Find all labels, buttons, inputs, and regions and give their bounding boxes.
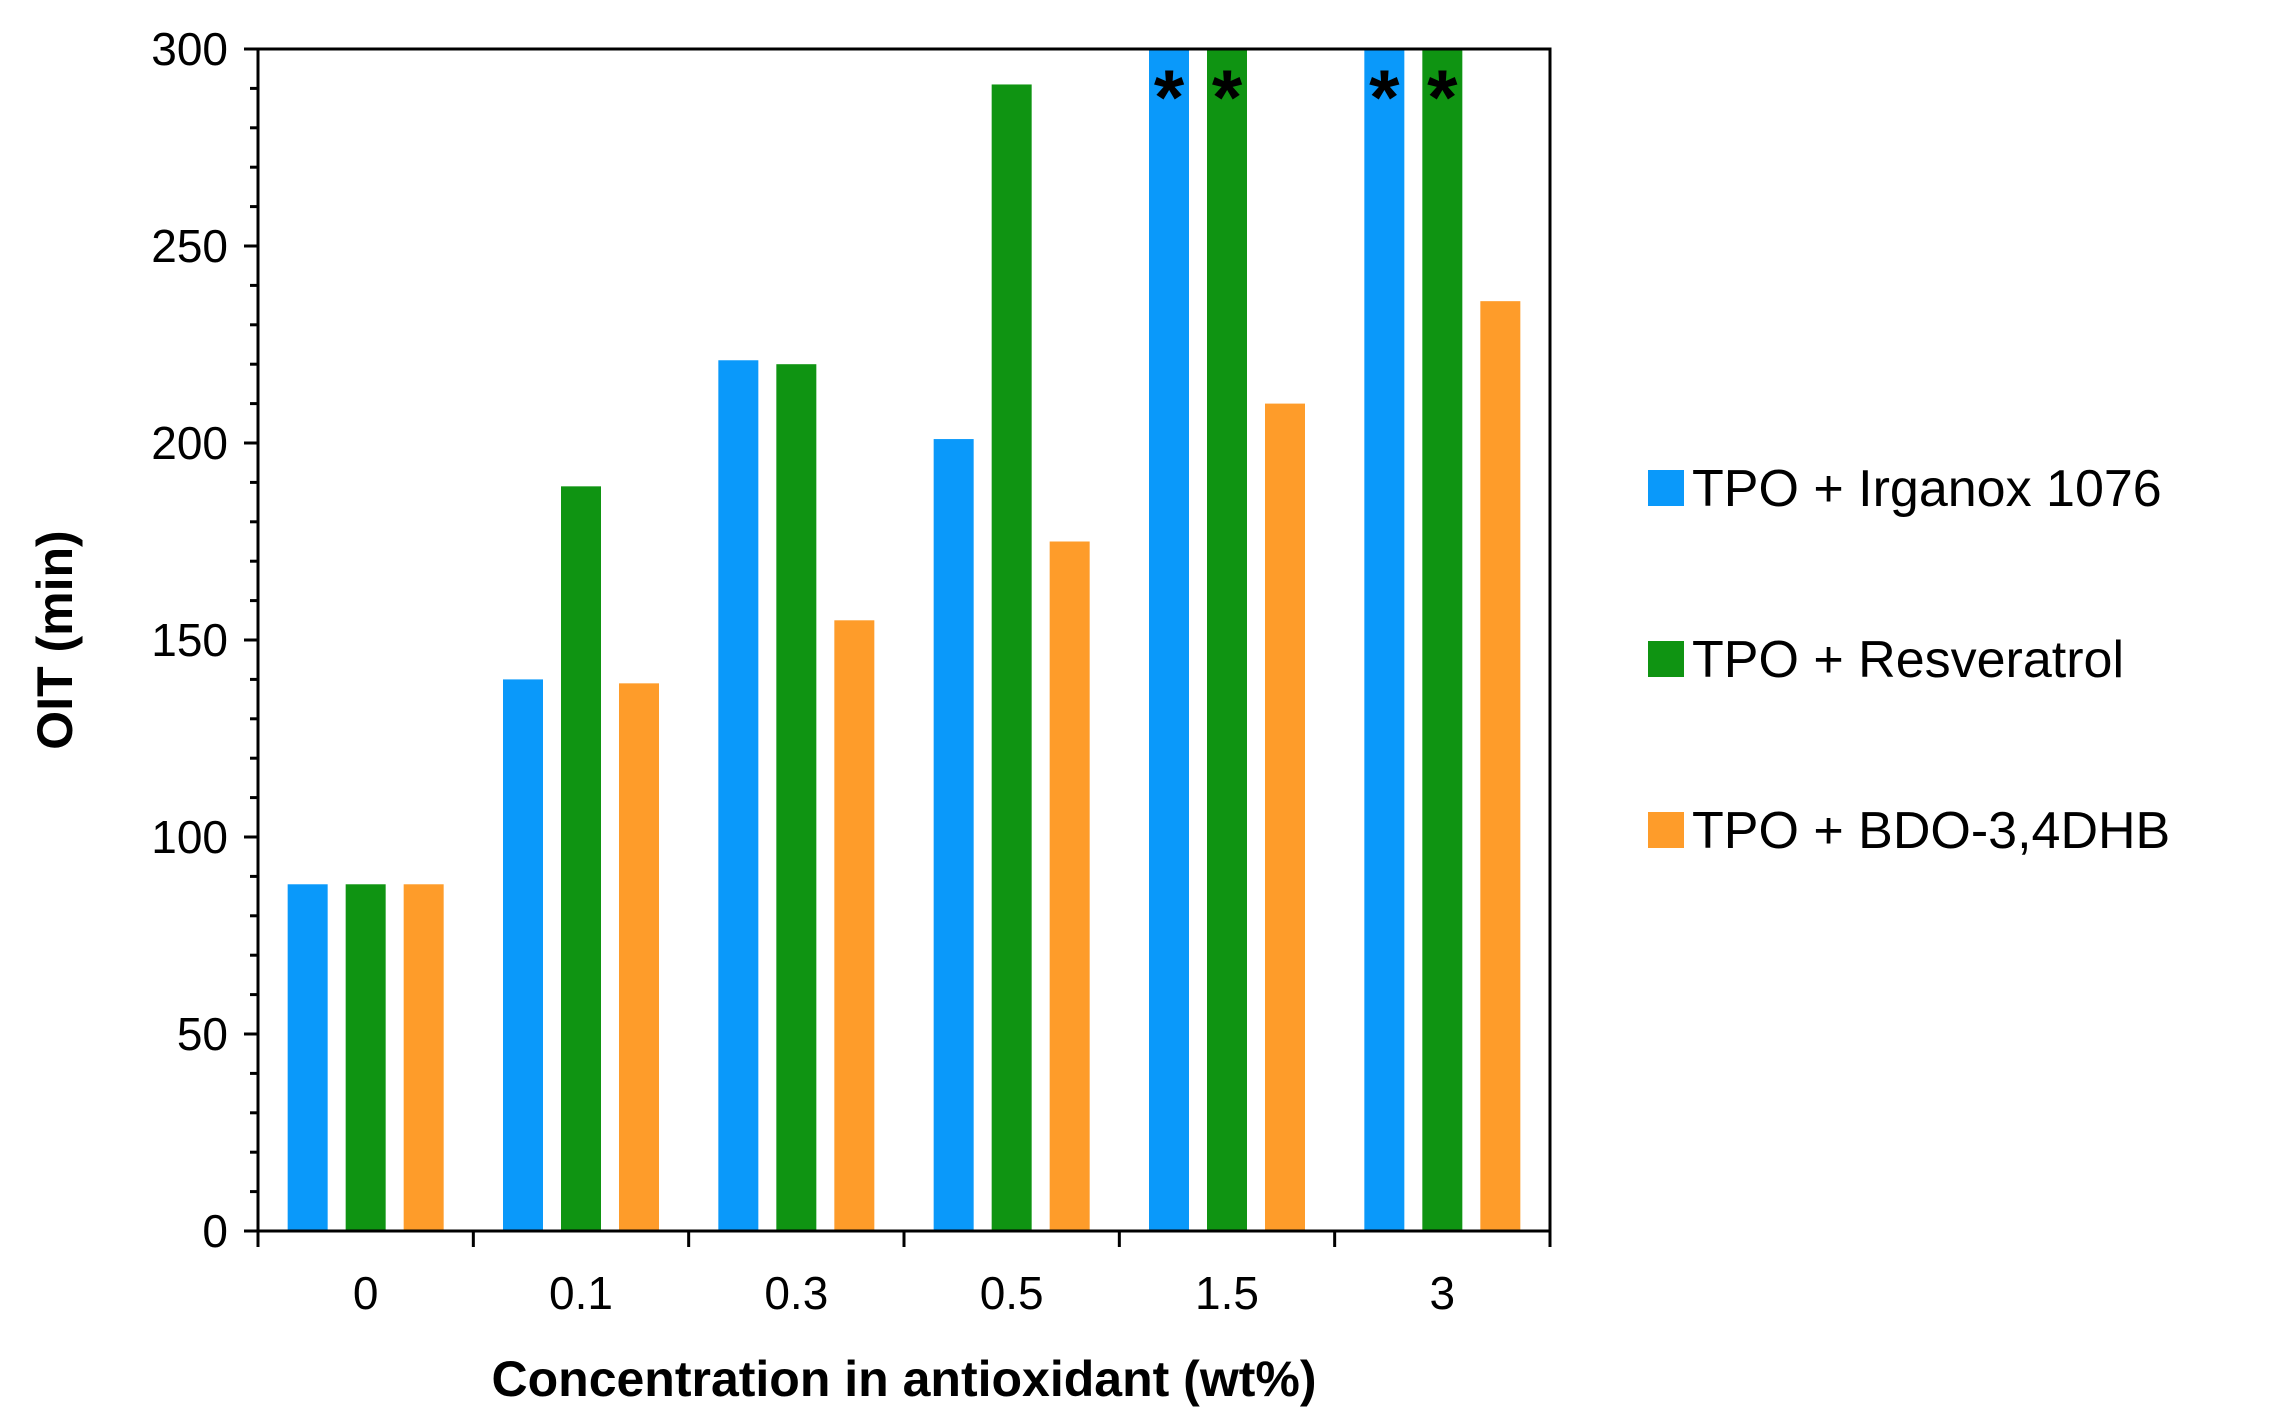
bar-1-0 <box>345 884 386 1231</box>
y-tick-label: 100 <box>151 811 228 863</box>
bar-0-5 <box>1364 49 1405 1231</box>
bar-0-4 <box>1149 49 1189 1231</box>
bar-2-2 <box>834 620 875 1231</box>
bar-1-1 <box>561 486 601 1232</box>
legend-label-2: TPO + BDO-3,4DHB <box>1692 802 2170 860</box>
bar-0-2 <box>718 360 759 1231</box>
annotation-star-1: * <box>1212 53 1243 141</box>
x-tick-label: 0.3 <box>764 1267 828 1319</box>
axes-layer <box>256 47 1552 1233</box>
annotation-star-3: * <box>1427 53 1458 141</box>
legend-swatch-0 <box>1648 470 1684 506</box>
bar-1-4 <box>1207 49 1247 1231</box>
y-tick-label: 150 <box>151 614 228 666</box>
bar-2-0 <box>403 884 444 1231</box>
y-tick-label: 200 <box>151 417 228 469</box>
bar-2-1 <box>619 683 659 1231</box>
y-tick-label: 250 <box>151 220 228 272</box>
bar-0-3 <box>933 439 974 1231</box>
legend-swatch-1 <box>1648 641 1684 677</box>
x-ticks-layer: 0 0.1 0.3 0.5 1.5 3 <box>256 1231 1552 1319</box>
y-ticks-layer: 0 50 100 150 200 250 300 <box>151 23 258 1257</box>
bar-1-2 <box>776 364 817 1231</box>
bar-1-3 <box>991 84 1032 1232</box>
x-tick-label: 0.5 <box>980 1267 1044 1319</box>
y-tick-label: 50 <box>177 1008 228 1060</box>
bar-2-5 <box>1480 301 1521 1231</box>
x-tick-label: 3 <box>1430 1267 1456 1319</box>
x-tick-label: 0.1 <box>549 1267 613 1319</box>
y-tick-label: 300 <box>151 23 228 75</box>
bars-layer <box>287 49 1521 1232</box>
y-tick-label: 0 <box>202 1205 228 1257</box>
legend-label-0: TPO + Irganox 1076 <box>1692 460 2162 518</box>
x-tick-label: 1.5 <box>1195 1267 1259 1319</box>
legend: TPO + Irganox 1076 TPO + Resveratrol TPO +… <box>1648 460 2170 860</box>
legend-swatch-2 <box>1648 812 1684 848</box>
bar-2-4 <box>1265 403 1305 1232</box>
bar-1-5 <box>1422 49 1463 1231</box>
plot-frame <box>256 47 1552 1233</box>
x-axis-title: Concentration in antioxidant (wt%) <box>492 1351 1317 1407</box>
bar-2-3 <box>1049 541 1090 1231</box>
y-axis-title: OIT (min) <box>27 530 83 749</box>
bar-0-0 <box>287 884 328 1231</box>
bar-0-1 <box>503 679 543 1231</box>
annotation-star-0: * <box>1154 53 1185 141</box>
legend-label-1: TPO + Resveratrol <box>1692 631 2124 689</box>
x-tick-label: 0 <box>353 1267 379 1319</box>
annotation-star-2: * <box>1369 53 1400 141</box>
annotations-layer: * * * * <box>1154 53 1458 141</box>
